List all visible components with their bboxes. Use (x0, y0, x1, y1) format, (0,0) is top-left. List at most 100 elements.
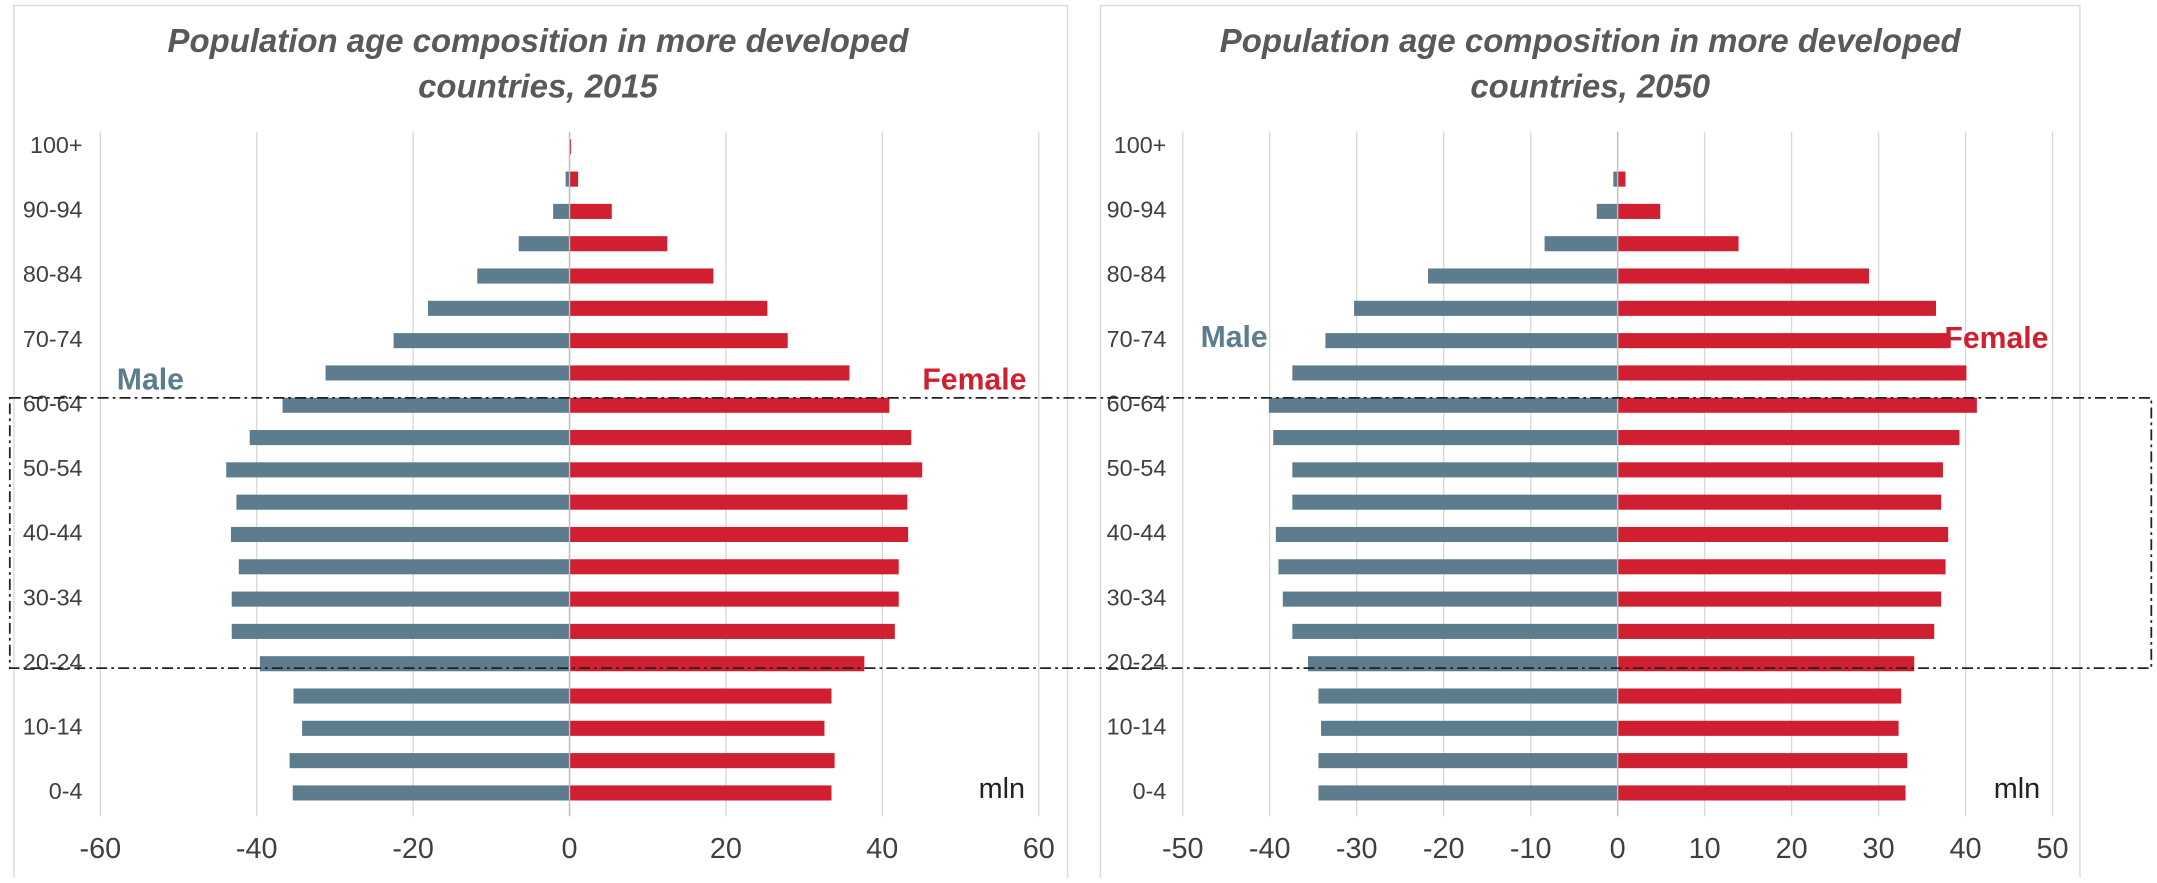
y-tick-label: 10-14 (1107, 713, 1167, 739)
bar (570, 688, 832, 703)
x-tick-label: -60 (80, 833, 122, 865)
x-tick-label: 50 (2037, 833, 2069, 865)
bar (570, 204, 612, 219)
x-axis-label: mln (979, 773, 1025, 805)
x-tick-label: 0 (1610, 833, 1626, 865)
bar (1545, 236, 1618, 251)
bar (1269, 398, 1618, 413)
y-tick-label: 40-44 (1107, 520, 1167, 546)
bar (232, 592, 570, 607)
y-tick-label: 60-64 (23, 390, 83, 416)
bar (1618, 204, 1661, 219)
bar (519, 236, 570, 251)
bar (570, 462, 923, 477)
bar (1618, 462, 1943, 477)
y-tick-label: 50-54 (23, 455, 83, 481)
y-tick-label: 90-94 (1107, 197, 1167, 223)
y-tick-label: 10-14 (23, 713, 83, 739)
bar (570, 592, 899, 607)
bar (1618, 172, 1626, 187)
bar (1618, 430, 1960, 445)
x-tick-label: 30 (1863, 833, 1895, 865)
x-tick-label: -20 (392, 833, 434, 865)
bar (1276, 527, 1618, 542)
bar (232, 624, 570, 639)
bar (570, 268, 714, 283)
bar (293, 688, 569, 703)
y-tick-label: 30-34 (23, 584, 83, 610)
bar (239, 559, 570, 574)
bar (1618, 721, 1899, 736)
bar (226, 462, 569, 477)
bar (1618, 365, 1967, 380)
bar (302, 721, 569, 736)
x-tick-label: 20 (710, 833, 742, 865)
x-tick-label: 20 (1776, 833, 1808, 865)
x-tick-label: 60 (1023, 833, 1055, 865)
bar (1273, 430, 1617, 445)
chart-title-box: Population age composition in more devel… (1206, 19, 1974, 118)
bar (1292, 624, 1617, 639)
bar (570, 333, 788, 348)
bar (326, 365, 570, 380)
legend-entry: Male (1201, 321, 1268, 354)
bar (570, 365, 850, 380)
bar (1618, 559, 1946, 574)
bar (570, 398, 890, 413)
y-tick-label: 20-24 (23, 649, 83, 675)
legend-entry: Female (1944, 322, 2048, 355)
bar (236, 495, 569, 510)
x-axis-label: mln (1994, 773, 2040, 805)
bar (1292, 495, 1617, 510)
bar (250, 430, 570, 445)
bar (1597, 204, 1618, 219)
x-tick-label: -50 (1162, 833, 1204, 865)
bar (1354, 301, 1618, 316)
x-tick-label: 40 (1950, 833, 1982, 865)
x-tick-label: 40 (866, 833, 898, 865)
bar (1618, 753, 1908, 768)
bar (570, 785, 832, 800)
chart-title-box: Population age composition in more devel… (154, 19, 922, 118)
bar (570, 172, 579, 187)
bar (1618, 592, 1942, 607)
x-tick-label: -40 (1249, 833, 1291, 865)
bar (1618, 785, 1906, 800)
bar (1618, 236, 1739, 251)
x-tick-label: 10 (1689, 833, 1721, 865)
legend-entry: Female (922, 363, 1026, 396)
bar (1618, 398, 1977, 413)
x-tick-label: -30 (1336, 833, 1378, 865)
x-tick-label: -20 (1423, 833, 1465, 865)
bar (1618, 301, 1936, 316)
bar (231, 527, 570, 542)
y-tick-label: 60-64 (1107, 390, 1167, 416)
bar (1283, 592, 1618, 607)
bar (1318, 753, 1617, 768)
bar (283, 398, 570, 413)
y-tick-label: 80-84 (1107, 261, 1167, 287)
bar (1618, 527, 1949, 542)
y-tick-label: 80-84 (23, 261, 83, 287)
bar (570, 721, 825, 736)
y-tick-label: 100+ (30, 132, 83, 158)
bar (553, 204, 569, 219)
chart-title: Population age composition in more devel… (1206, 19, 1974, 110)
bar (1618, 333, 1948, 348)
bar (570, 753, 835, 768)
y-tick-label: 90-94 (23, 197, 83, 223)
bar (1278, 559, 1617, 574)
y-tick-label: 0-4 (49, 778, 83, 804)
y-tick-label: 30-34 (1107, 584, 1167, 610)
chart-title: Population age composition in more devel… (154, 19, 922, 110)
plots: Population age composition in more devel… (23, 19, 2069, 865)
y-tick-label: 70-74 (1107, 326, 1167, 352)
y-tick-label: 50-54 (1107, 455, 1167, 481)
bar (1618, 688, 1902, 703)
bar (570, 236, 668, 251)
bar (1618, 624, 1935, 639)
x-tick-label: 0 (562, 833, 578, 865)
y-tick-label: 0-4 (1133, 778, 1167, 804)
legend-entry: Male (117, 363, 184, 396)
